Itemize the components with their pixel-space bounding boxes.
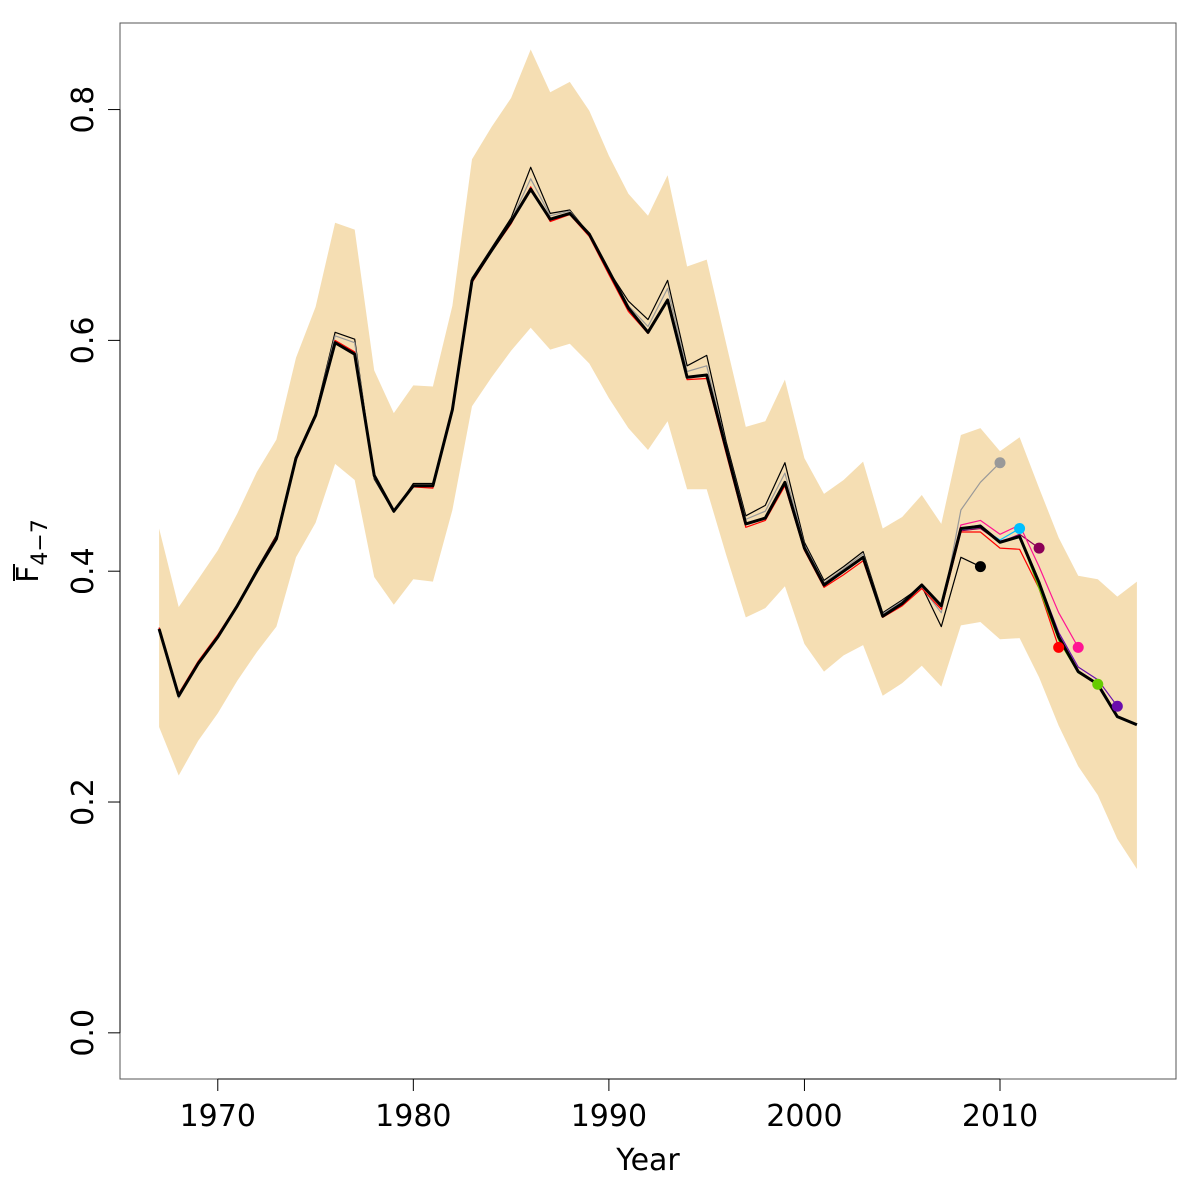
- y-tick-label: 0.0: [66, 1009, 101, 1057]
- terminal-point-3: [1014, 522, 1026, 534]
- x-tick-label: 2010: [962, 1099, 1038, 1134]
- x-axis: 1970 1980 1990 2000 2010: [180, 1078, 1038, 1134]
- y-axis: 0.0 0.2 0.4 0.6 0.8: [66, 86, 121, 1057]
- x-tick-label: 1990: [571, 1099, 647, 1134]
- y-tick-label: 0.2: [66, 778, 101, 826]
- x-tick-label: 1980: [375, 1099, 451, 1134]
- terminal-point-5: [1053, 641, 1065, 653]
- confidence-band: [159, 49, 1137, 869]
- x-axis-title: Year: [615, 1143, 680, 1178]
- y-axis-title: F4−7: [11, 519, 53, 583]
- band-area: [159, 49, 1137, 869]
- terminal-point-1: [974, 561, 986, 573]
- terminal-point-8: [1111, 700, 1123, 712]
- y-tick-label: 0.8: [66, 86, 101, 134]
- terminal-points: [974, 457, 1123, 712]
- series-line-6: [940, 519, 1079, 648]
- svg-text:F4−7: F4−7: [11, 519, 53, 583]
- y-tick-label: 0.6: [66, 317, 101, 365]
- series-lines: [157, 166, 1138, 727]
- y-axis-title-subscript: 4−7: [28, 519, 53, 565]
- x-tick-label: 2000: [766, 1099, 842, 1134]
- terminal-point-4: [1033, 542, 1045, 554]
- x-tick-label: 1970: [180, 1099, 256, 1134]
- terminal-point-2: [994, 457, 1006, 469]
- terminal-point-7: [1092, 678, 1104, 690]
- y-axis-title-main: F: [11, 566, 46, 583]
- terminal-point-6: [1072, 641, 1084, 653]
- series-line-9: [157, 187, 1138, 727]
- y-tick-label: 0.4: [66, 547, 101, 595]
